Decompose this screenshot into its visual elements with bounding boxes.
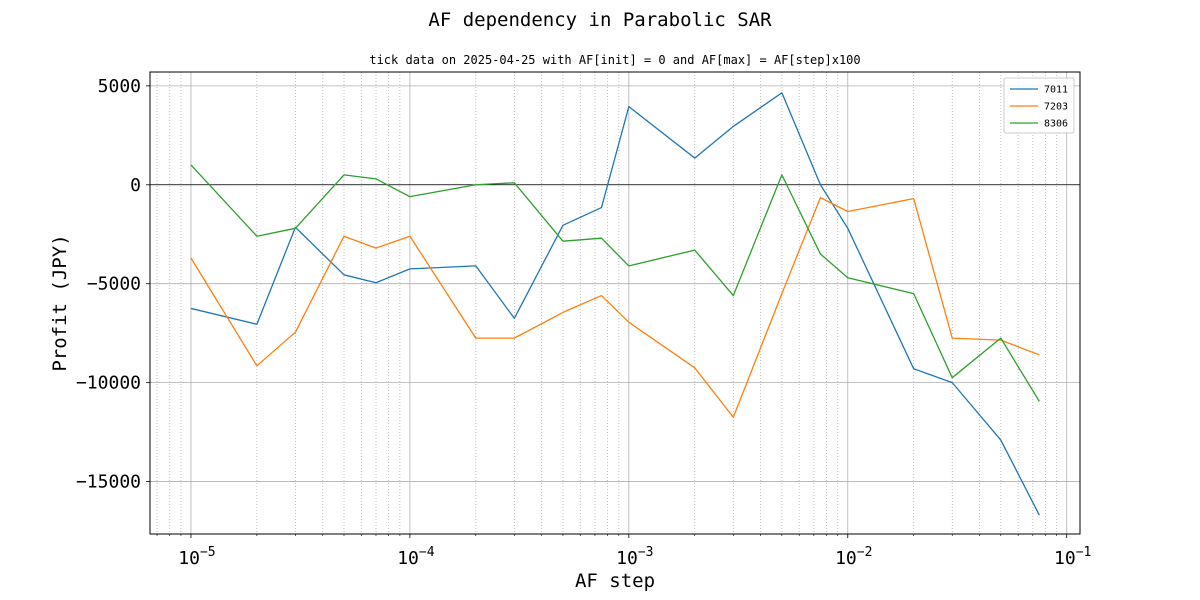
x-tick-label: 10−3	[616, 545, 653, 569]
x-tick-base: 10	[1054, 548, 1076, 569]
legend-label-7011: 7011	[1044, 85, 1068, 96]
chart-title: AF dependency in Parabolic SAR	[428, 9, 772, 31]
legend-label-7203: 7203	[1044, 102, 1068, 113]
series-lines	[190, 92, 1040, 516]
axis-ticks	[146, 85, 1068, 538]
y-tick-label: −15000	[76, 472, 141, 493]
y-tick-label: −5000	[87, 274, 141, 295]
minor-gridlines	[156, 72, 1058, 534]
x-axis-label: AF step	[575, 570, 655, 592]
y-axis-label: Profit (JPY)	[49, 234, 71, 371]
x-tick-label: 10−2	[835, 545, 872, 569]
series-line-8306	[190, 164, 1040, 402]
x-tick-base: 10	[835, 548, 857, 569]
x-tick-label: 10−1	[1054, 545, 1091, 569]
x-tick-labels: 10−5 10−4 10−3 10−2 10−1	[178, 545, 1091, 569]
x-tick-base: 10	[397, 548, 419, 569]
series-line-7011	[190, 92, 1040, 516]
y-tick-label: 0	[130, 175, 141, 196]
x-tick-exponent: −3	[638, 545, 654, 560]
series-line-7203	[190, 196, 1040, 418]
legend-label-8306: 8306	[1044, 119, 1068, 130]
major-gridlines	[150, 72, 1080, 534]
legend: 7011 7203 8306	[1003, 77, 1075, 134]
plot-frame	[149, 71, 1081, 535]
x-tick-label: 10−5	[178, 545, 215, 569]
x-tick-label: 10−4	[397, 545, 435, 569]
x-tick-exponent: −5	[200, 545, 216, 560]
legend-box	[1003, 77, 1075, 134]
x-tick-exponent: −1	[1076, 545, 1092, 560]
x-tick-base: 10	[178, 548, 200, 569]
y-tick-label: 5000	[98, 76, 141, 97]
y-tick-labels: 5000 0 −5000 −10000 −15000	[76, 76, 141, 493]
x-tick-exponent: −4	[419, 545, 435, 560]
x-tick-exponent: −2	[857, 545, 873, 560]
x-tick-base: 10	[616, 548, 638, 569]
chart-subtitle: tick data on 2025-04-25 with AF[init] = …	[369, 53, 860, 67]
y-tick-label: −10000	[76, 373, 141, 394]
